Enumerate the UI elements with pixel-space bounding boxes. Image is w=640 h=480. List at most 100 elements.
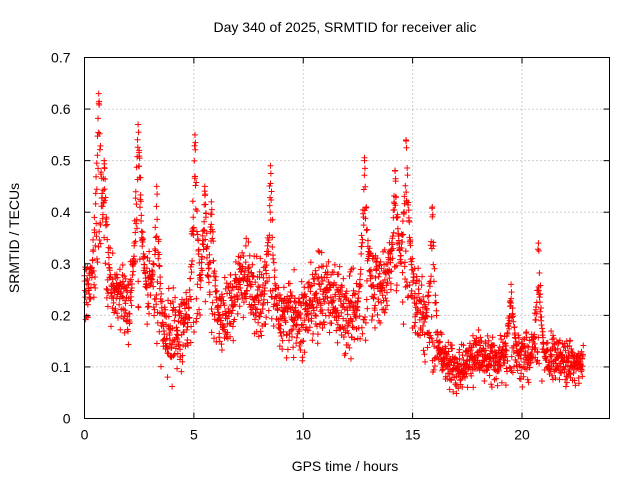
- data-point: [417, 332, 424, 339]
- data-point: [429, 211, 436, 218]
- data-point: [253, 312, 260, 319]
- data-point: [253, 253, 260, 260]
- data-point: [382, 295, 389, 302]
- data-point: [162, 306, 169, 313]
- data-point: [92, 190, 99, 197]
- y-axis-label: SRMTID / TECUs: [6, 183, 22, 293]
- data-point: [380, 279, 387, 286]
- data-point: [170, 306, 177, 313]
- data-point: [125, 341, 132, 348]
- data-point: [357, 282, 364, 289]
- data-point: [464, 384, 471, 391]
- data-point: [153, 183, 160, 190]
- data-point: [175, 338, 182, 345]
- data-point: [579, 373, 586, 380]
- data-point: [377, 258, 384, 265]
- data-point: [347, 298, 354, 305]
- data-point: [164, 374, 171, 381]
- data-point: [252, 305, 259, 312]
- data-point: [412, 319, 419, 326]
- data-point: [104, 221, 111, 228]
- data-point: [400, 231, 407, 238]
- data-point: [344, 311, 351, 318]
- data-point: [99, 211, 106, 218]
- data-point: [313, 313, 320, 320]
- data-point: [99, 203, 106, 210]
- data-point: [265, 248, 272, 255]
- data-point: [340, 315, 347, 322]
- data-point: [329, 310, 336, 317]
- data-point: [102, 194, 109, 201]
- y-tick-label: 0: [63, 411, 71, 427]
- data-point: [183, 326, 190, 333]
- data-point: [503, 347, 510, 354]
- data-point: [538, 305, 545, 312]
- data-point: [571, 377, 578, 384]
- data-point: [358, 250, 365, 257]
- data-point: [375, 273, 382, 280]
- data-point: [158, 290, 165, 297]
- data-point: [566, 352, 573, 359]
- data-point: [510, 318, 517, 325]
- data-point: [186, 293, 193, 300]
- data-point: [224, 329, 231, 336]
- x-tick-label: 10: [295, 427, 311, 443]
- data-point: [488, 381, 495, 388]
- data-point: [152, 234, 159, 241]
- data-point: [312, 271, 319, 278]
- data-point: [505, 320, 512, 327]
- data-point: [398, 244, 405, 251]
- data-point: [392, 167, 399, 174]
- data-point: [252, 279, 259, 286]
- data-point: [547, 353, 554, 360]
- data-point: [269, 243, 276, 250]
- data-point: [156, 328, 163, 335]
- data-point: [93, 233, 100, 240]
- data-point: [362, 183, 369, 190]
- data-point: [366, 253, 373, 260]
- data-point: [528, 350, 535, 357]
- data-point: [153, 301, 160, 308]
- data-point: [370, 282, 377, 289]
- data-point: [352, 290, 359, 297]
- data-point: [238, 268, 245, 275]
- data-point: [102, 176, 109, 183]
- data-point: [86, 290, 93, 297]
- data-point: [263, 314, 270, 321]
- data-point: [314, 331, 321, 338]
- data-point: [174, 365, 181, 372]
- data-point: [208, 206, 215, 213]
- data-point: [286, 337, 293, 344]
- data-point: [193, 318, 200, 325]
- data-point: [360, 186, 367, 193]
- data-point: [293, 321, 300, 328]
- data-point: [237, 284, 244, 291]
- data-point: [280, 328, 287, 335]
- data-point: [166, 331, 173, 338]
- data-point: [102, 222, 109, 229]
- data-point: [382, 306, 389, 313]
- data-point: [103, 285, 110, 292]
- data-point: [221, 302, 228, 309]
- data-point: [317, 300, 324, 307]
- data-point: [353, 314, 360, 321]
- data-point: [197, 277, 204, 284]
- data-point: [203, 244, 210, 251]
- data-point: [276, 321, 283, 328]
- data-point: [563, 379, 570, 386]
- data-point: [579, 363, 586, 370]
- data-point: [228, 310, 235, 317]
- data-point: [566, 366, 573, 373]
- data-point: [193, 295, 200, 302]
- data-point: [189, 198, 196, 205]
- data-point: [461, 374, 468, 381]
- data-point: [485, 337, 492, 344]
- data-point: [206, 251, 213, 258]
- data-point: [361, 172, 368, 179]
- data-point: [317, 286, 324, 293]
- x-tick-label: 5: [190, 427, 198, 443]
- data-point: [532, 316, 539, 323]
- data-point: [150, 261, 157, 268]
- data-point: [125, 281, 132, 288]
- data-point: [135, 121, 142, 128]
